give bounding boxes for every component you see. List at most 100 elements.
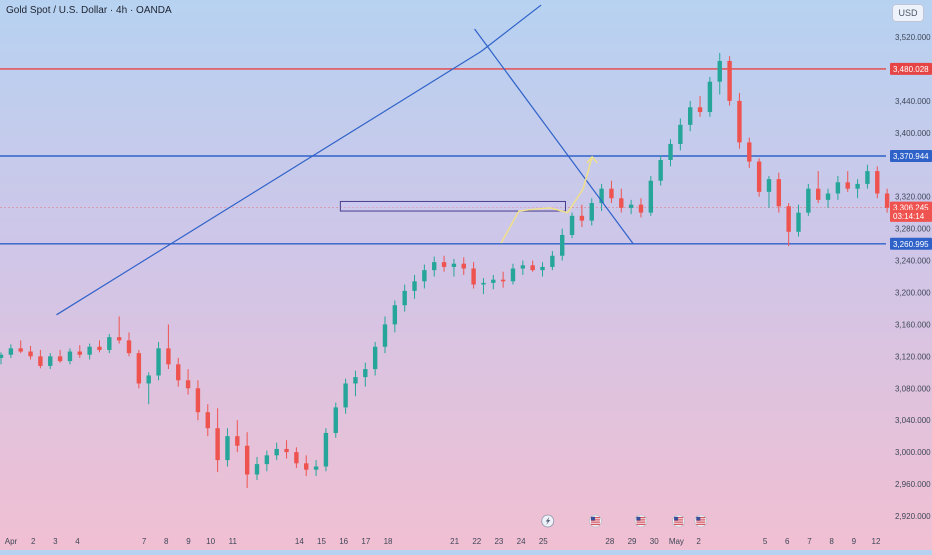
x-axis-tick-label: 28 bbox=[605, 537, 614, 546]
candle-body bbox=[294, 452, 299, 464]
flag-canton bbox=[696, 516, 701, 521]
trendline bbox=[56, 50, 482, 316]
candle-body bbox=[244, 445, 250, 475]
price-label-text: 3,370.944 bbox=[893, 152, 929, 161]
flag-canton bbox=[674, 516, 679, 521]
x-axis-tick-label: 8 bbox=[829, 537, 834, 546]
y-axis-tick-label: 2,920.000 bbox=[895, 512, 931, 521]
candle-body bbox=[323, 432, 329, 467]
candle-body bbox=[176, 364, 181, 381]
y-axis-tick-label: 3,400.000 bbox=[895, 129, 931, 138]
x-axis-tick-label: 29 bbox=[628, 537, 637, 546]
x-axis-tick-label: 15 bbox=[317, 537, 326, 546]
candle-body bbox=[884, 193, 890, 208]
candle-body bbox=[579, 215, 585, 221]
x-axis-tick-label: 17 bbox=[361, 537, 370, 546]
candle-body bbox=[845, 182, 850, 189]
candle-body bbox=[520, 265, 526, 269]
candle-body bbox=[353, 377, 358, 384]
candle-body bbox=[333, 407, 338, 433]
candle-body bbox=[510, 268, 516, 282]
x-axis-tick-label: 9 bbox=[186, 537, 191, 546]
candle-body bbox=[589, 203, 594, 221]
candle-body bbox=[500, 279, 506, 282]
y-axis-tick-label: 3,440.000 bbox=[895, 97, 931, 106]
candle-body bbox=[8, 348, 14, 355]
currency-selector[interactable]: USD bbox=[892, 4, 924, 22]
y-axis-tick-label: 3,080.000 bbox=[895, 384, 931, 393]
candle-body bbox=[707, 81, 713, 113]
candle-body bbox=[215, 428, 220, 461]
candle-body bbox=[264, 455, 270, 465]
candle-body bbox=[116, 337, 122, 341]
candle-body bbox=[619, 198, 624, 208]
x-axis-tick-label: 7 bbox=[807, 537, 812, 546]
candle-body bbox=[205, 412, 210, 429]
candle-body bbox=[274, 448, 279, 456]
lightning-icon bbox=[545, 517, 551, 525]
x-axis-tick-label: 10 bbox=[206, 537, 215, 546]
candle-body bbox=[146, 375, 151, 384]
price-label-badge bbox=[890, 209, 932, 222]
candle-body bbox=[87, 346, 92, 355]
x-axis-tick-label: 3 bbox=[53, 537, 58, 546]
candle-body bbox=[363, 369, 368, 378]
x-axis-tick-label: 4 bbox=[75, 537, 80, 546]
candle-body bbox=[648, 180, 654, 213]
candle-body bbox=[28, 351, 33, 357]
x-axis-tick-label: 8 bbox=[164, 537, 169, 546]
candle-body bbox=[126, 340, 132, 354]
x-axis-tick-label: 18 bbox=[384, 537, 393, 546]
x-axis-tick-label: 6 bbox=[785, 537, 790, 546]
candle-body bbox=[491, 279, 496, 283]
candle-body bbox=[441, 262, 447, 267]
x-axis-tick-label: May bbox=[669, 537, 684, 546]
candle-body bbox=[38, 356, 43, 366]
projection-arrow-icon bbox=[586, 155, 598, 164]
candle-body bbox=[628, 204, 634, 208]
y-axis-tick-label: 3,160.000 bbox=[895, 320, 931, 329]
candle-body bbox=[727, 60, 732, 101]
candle-body bbox=[18, 348, 23, 352]
candle-body bbox=[235, 436, 240, 446]
x-axis-tick-label: 9 bbox=[852, 537, 857, 546]
x-axis-tick-label: 16 bbox=[339, 537, 348, 546]
candle-body bbox=[786, 206, 791, 232]
candle-body bbox=[412, 281, 417, 291]
candle-body bbox=[382, 324, 388, 347]
candle-body bbox=[254, 464, 260, 475]
candle-body bbox=[195, 388, 201, 413]
candle-body bbox=[855, 183, 860, 189]
candle-body bbox=[372, 346, 378, 370]
x-axis-tick-label: 2 bbox=[31, 537, 36, 546]
candle-body bbox=[599, 188, 604, 204]
y-axis-tick-label: 3,120.000 bbox=[895, 352, 931, 361]
candle-body bbox=[471, 268, 476, 285]
y-axis-tick-label: 2,960.000 bbox=[895, 480, 931, 489]
x-axis-tick-label: 2 bbox=[696, 537, 701, 546]
price-label-text: 3,480.028 bbox=[893, 65, 929, 74]
candle-body bbox=[156, 348, 161, 376]
candle-body bbox=[530, 265, 535, 271]
candle-body bbox=[185, 380, 191, 389]
candle-body bbox=[737, 100, 742, 143]
x-axis-tick-label: 5 bbox=[763, 537, 768, 546]
candle-body bbox=[766, 179, 772, 192]
candle-body bbox=[609, 188, 614, 199]
chart-title: Gold Spot / U.S. Dollar · 4h · OANDA bbox=[6, 5, 172, 16]
candle-body bbox=[835, 182, 841, 194]
candle-body bbox=[815, 188, 821, 200]
x-axis-tick-label: 12 bbox=[872, 537, 881, 546]
support-zone-box bbox=[339, 200, 566, 212]
flag-canton bbox=[636, 516, 641, 521]
price-label-badge bbox=[890, 149, 932, 162]
candle-body bbox=[166, 348, 171, 365]
x-axis-tick-label: 21 bbox=[450, 537, 459, 546]
candle-body bbox=[668, 143, 673, 160]
candle-body bbox=[77, 351, 82, 355]
candle-body bbox=[658, 159, 663, 181]
candle-body bbox=[796, 212, 801, 232]
price-label-text: 3,260.995 bbox=[893, 240, 929, 249]
